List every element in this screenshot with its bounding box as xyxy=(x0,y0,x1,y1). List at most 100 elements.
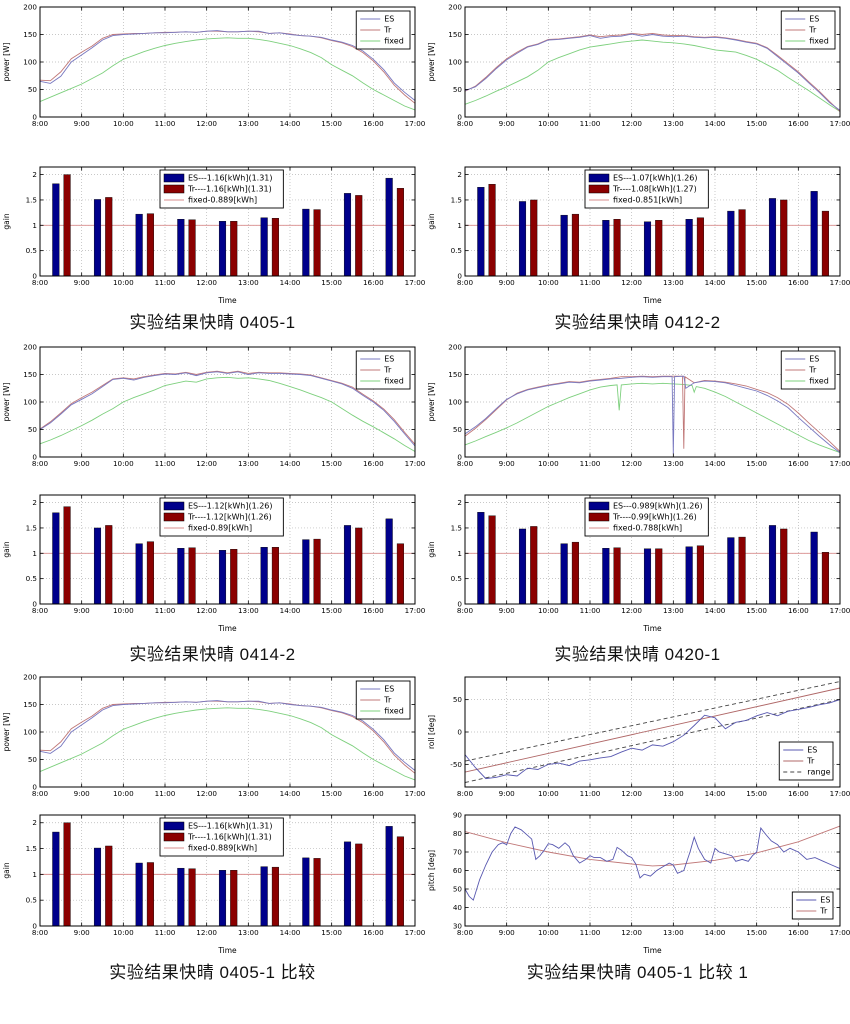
svg-text:13:00: 13:00 xyxy=(663,606,684,615)
svg-text:0: 0 xyxy=(457,600,462,609)
svg-text:10:00: 10:00 xyxy=(538,459,559,468)
svg-text:Time: Time xyxy=(217,296,237,305)
caption-0412-2: 实验结果快晴 0412-2 xyxy=(554,313,721,332)
svg-text:2: 2 xyxy=(457,498,462,507)
svg-text:200: 200 xyxy=(448,343,462,352)
svg-text:13:00: 13:00 xyxy=(663,278,684,287)
svg-text:ES: ES xyxy=(384,355,394,364)
svg-text:15:00: 15:00 xyxy=(746,789,767,798)
roll-angle-chart: 8:00 9:00 10:00 11:00 12:00 13:00 14:00 15:00 16… xyxy=(425,670,850,806)
svg-text:1.5: 1.5 xyxy=(451,195,462,204)
svg-text:0: 0 xyxy=(457,272,462,281)
svg-text:ES---0.989[kWh](1.26): ES---0.989[kWh](1.26) xyxy=(613,502,703,511)
svg-text:11:00: 11:00 xyxy=(580,789,601,798)
svg-text:16:00: 16:00 xyxy=(788,928,809,937)
svg-text:Tr: Tr xyxy=(383,26,392,35)
svg-text:0.5: 0.5 xyxy=(451,246,462,255)
svg-text:ES: ES xyxy=(384,685,394,694)
svg-text:13:00: 13:00 xyxy=(238,459,259,468)
svg-text:ES: ES xyxy=(809,15,819,24)
svg-text:13:00: 13:00 xyxy=(238,928,259,937)
svg-text:13:00: 13:00 xyxy=(238,278,259,287)
svg-text:Tr----0.99[kWh](1.26): Tr----0.99[kWh](1.26) xyxy=(612,513,697,522)
svg-text:10:00: 10:00 xyxy=(113,459,134,468)
svg-text:70: 70 xyxy=(453,848,463,857)
caption-0420-1: 实验结果快晴 0420-1 xyxy=(554,645,721,664)
svg-text:200: 200 xyxy=(23,673,37,682)
svg-text:Tr: Tr xyxy=(808,366,817,375)
svg-text:0: 0 xyxy=(32,113,37,122)
svg-text:17:00: 17:00 xyxy=(405,459,425,468)
svg-text:16:00: 16:00 xyxy=(788,119,809,128)
svg-text:gain: gain xyxy=(2,862,11,878)
svg-text:fixed-0.889[kWh]: fixed-0.889[kWh] xyxy=(188,196,257,205)
svg-text:ES---1.16[kWh](1.31): ES---1.16[kWh](1.31) xyxy=(188,822,273,831)
svg-text:power [W]: power [W] xyxy=(2,713,11,752)
svg-text:14:00: 14:00 xyxy=(280,789,301,798)
svg-text:roll [deg]: roll [deg] xyxy=(427,715,436,749)
svg-text:12:00: 12:00 xyxy=(621,789,642,798)
svg-text:Tr: Tr xyxy=(383,366,392,375)
svg-text:Tr: Tr xyxy=(383,696,392,705)
svg-text:14:00: 14:00 xyxy=(705,789,726,798)
svg-text:12:00: 12:00 xyxy=(196,789,217,798)
svg-text:17:00: 17:00 xyxy=(830,606,850,615)
gain-bar-chart-0412-2: 8:00 9:00 10:00 11:00 12:00 13:00 14:00 15:00 16… xyxy=(425,160,850,306)
svg-text:90: 90 xyxy=(453,811,463,820)
caption-0405-1: 实验结果快晴 0405-1 xyxy=(129,313,296,332)
svg-text:2: 2 xyxy=(32,818,37,827)
svg-text:8:00: 8:00 xyxy=(457,278,474,287)
gain-bar-chart-0414-2: 8:00 9:00 10:00 11:00 12:00 13:00 14:00 15:00 16… xyxy=(0,488,426,634)
svg-text:Tr----1.12[kWh](1.26): Tr----1.12[kWh](1.26) xyxy=(187,513,272,522)
svg-text:9:00: 9:00 xyxy=(74,789,91,798)
svg-text:17:00: 17:00 xyxy=(830,928,850,937)
svg-text:9:00: 9:00 xyxy=(499,459,516,468)
svg-text:9:00: 9:00 xyxy=(74,278,91,287)
svg-text:power [W]: power [W] xyxy=(2,43,11,82)
svg-text:0: 0 xyxy=(32,783,37,792)
svg-text:14:00: 14:00 xyxy=(280,119,301,128)
svg-text:9:00: 9:00 xyxy=(499,606,516,615)
svg-text:14:00: 14:00 xyxy=(705,928,726,937)
svg-text:100: 100 xyxy=(23,58,37,67)
svg-text:15:00: 15:00 xyxy=(321,459,342,468)
svg-text:16:00: 16:00 xyxy=(363,459,384,468)
svg-text:0: 0 xyxy=(32,272,37,281)
svg-text:17:00: 17:00 xyxy=(405,278,425,287)
svg-text:16:00: 16:00 xyxy=(363,606,384,615)
svg-text:150: 150 xyxy=(448,30,462,39)
svg-text:8:00: 8:00 xyxy=(32,459,49,468)
svg-text:fixed-0.788[kWh]: fixed-0.788[kWh] xyxy=(613,524,682,533)
svg-text:50: 50 xyxy=(453,85,463,94)
power-chart-0420-1: 8:00 9:00 10:00 11:00 12:00 13:00 14:00 15:00 16… xyxy=(425,340,850,476)
svg-text:8:00: 8:00 xyxy=(457,928,474,937)
svg-text:1: 1 xyxy=(32,221,37,230)
svg-text:range: range xyxy=(807,768,830,777)
svg-text:0.5: 0.5 xyxy=(26,574,37,583)
svg-text:Tr: Tr xyxy=(819,907,828,916)
svg-text:150: 150 xyxy=(448,370,462,379)
svg-text:0: 0 xyxy=(457,453,462,462)
svg-text:12:00: 12:00 xyxy=(621,278,642,287)
svg-text:10:00: 10:00 xyxy=(538,278,559,287)
gain-bar-chart-0405-1-compare: 8:00 9:00 10:00 11:00 12:00 13:00 14:00 15:00 16… xyxy=(0,808,426,956)
svg-text:1.5: 1.5 xyxy=(451,523,462,532)
svg-text:1.5: 1.5 xyxy=(26,844,37,853)
svg-text:Time: Time xyxy=(217,946,237,955)
svg-text:Time: Time xyxy=(642,296,662,305)
svg-text:11:00: 11:00 xyxy=(155,789,176,798)
svg-text:15:00: 15:00 xyxy=(321,789,342,798)
svg-text:power [W]: power [W] xyxy=(427,43,436,82)
pitch-angle-chart: 8:00 9:00 10:00 11:00 12:00 13:00 14:00 15:00 16… xyxy=(425,808,850,956)
svg-text:Tr----1.08[kWh](1.27): Tr----1.08[kWh](1.27) xyxy=(612,185,697,194)
svg-text:9:00: 9:00 xyxy=(74,928,91,937)
svg-text:power [W]: power [W] xyxy=(427,383,436,422)
power-chart-0405-1-compare: 8:00 9:00 10:00 11:00 12:00 13:00 14:00 15:00 16… xyxy=(0,670,426,806)
caption-0414-2: 实验结果快晴 0414-2 xyxy=(129,645,296,664)
svg-text:17:00: 17:00 xyxy=(830,278,850,287)
svg-text:50: 50 xyxy=(453,885,463,894)
svg-text:14:00: 14:00 xyxy=(705,459,726,468)
svg-text:80: 80 xyxy=(453,829,463,838)
svg-text:fixed: fixed xyxy=(384,707,404,716)
svg-text:gain: gain xyxy=(2,213,11,229)
